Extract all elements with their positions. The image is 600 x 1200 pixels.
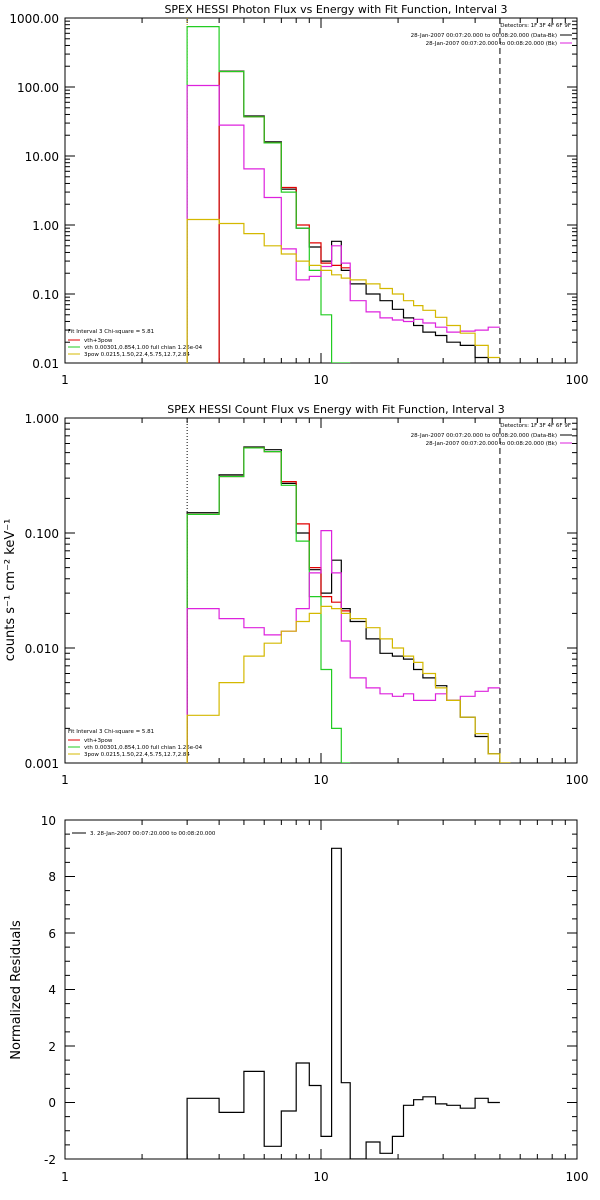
fit-legend-header: Fit Interval 3 Chi-square = 5.81	[68, 329, 154, 335]
panel-count-flux: SPEX HESSI Count Flux vs Energy with Fit…	[3, 403, 588, 787]
y-tick-labels: 1.000 0.100 0.010 0.001	[25, 412, 59, 771]
y-tick-label: 0.10	[32, 288, 59, 302]
series-line-1	[218, 70, 351, 363]
fit-legend-entry: 3pow 0.0215,1.50,22.4,5.75,12.7,2.84	[84, 352, 190, 358]
x-tick-labels: 1 10 100	[61, 773, 588, 787]
info-detectors: Detectors: 1F 3F 4F 6F 9F	[500, 23, 571, 29]
panel-residuals: Normalized Residuals 1 10 100 10 8 6 4 2…	[9, 814, 588, 1184]
y-tick-label: 0.010	[25, 642, 59, 656]
fit-legend-entry: vth 0.00301,0.854,1.00 full chian 1.26e-…	[84, 345, 203, 351]
y-tick-label: 6	[48, 927, 56, 941]
info-detectors: Detectors: 1F 3F 4F 6F 9F	[500, 423, 571, 429]
series-group	[186, 418, 511, 763]
info-bk-interval: 28-Jan-2007 00:07:20.000 to 00:08:20.000…	[426, 41, 557, 47]
x-tick-label: 100	[566, 373, 589, 387]
info-bk-interval: 28-Jan-2007 00:07:20.000 to 00:08:20.000…	[426, 441, 557, 447]
series-line-4	[186, 605, 511, 763]
fit-legend: Fit Interval 3 Chi-square = 5.81 vth+3po…	[68, 329, 203, 358]
info-data-interval: 28-Jan-2007 00:07:20.000 to 00:08:20.000…	[411, 433, 557, 439]
series-line-0	[186, 847, 500, 1159]
y-tick-label: 8	[48, 870, 56, 884]
plot-area	[64, 18, 577, 364]
info-box: Detectors: 1F 3F 4F 6F 9F 28-Jan-2007 00…	[411, 423, 572, 447]
info-data-interval: 28-Jan-2007 00:07:20.000 to 00:08:20.000…	[411, 33, 557, 39]
legend-entry: 3. 28-Jan-2007 00:07:20.000 to 00:08:20.…	[90, 831, 216, 837]
fit-legend: Fit Interval 3 Chi-square = 5.81 vth+3po…	[68, 729, 203, 758]
series-line-3	[186, 84, 500, 363]
y-tick-label: 10.00	[25, 150, 59, 164]
y-tick-label: 0	[48, 1096, 56, 1110]
series-line-0	[186, 446, 511, 763]
y-tick-label: 1.00	[32, 219, 59, 233]
x-tick-label: 1	[61, 373, 69, 387]
x-tick-labels: 1 10 100	[61, 1170, 588, 1184]
x-tick-label: 1	[61, 1170, 69, 1184]
x-tick-label: 100	[566, 773, 589, 787]
y-tick-label: 1.000	[25, 412, 59, 426]
info-box: Detectors: 1F 3F 4F 6F 9F 28-Jan-2007 00…	[411, 23, 572, 47]
y-tick-label: 10	[41, 814, 56, 828]
y-tick-label: 4	[48, 983, 56, 997]
series-line-3	[186, 530, 500, 763]
fit-legend-header: Fit Interval 3 Chi-square = 5.81	[68, 729, 154, 735]
plot-area	[64, 418, 577, 764]
series-group	[186, 847, 500, 1159]
plot-area	[64, 819, 577, 1160]
x-tick-label: 10	[313, 1170, 328, 1184]
y-axis-label: Normalized Residuals	[9, 920, 24, 1060]
x-tick-label: 1	[61, 773, 69, 787]
fit-legend-entry: 3pow 0.0215,1.50,22.4,5.75,12.7,2.84	[84, 752, 190, 758]
series-line-2	[186, 447, 351, 763]
fit-legend-entry: vth+3pow	[84, 338, 113, 344]
y-tick-label: 0.01	[32, 357, 59, 371]
panel-photon-flux: SPEX HESSI Photon Flux vs Energy with Fi…	[9, 3, 588, 387]
y-axis-label: counts s⁻¹ cm⁻² keV⁻¹	[3, 519, 18, 662]
x-tick-label: 10	[313, 373, 328, 387]
x-tick-label: 100	[566, 1170, 589, 1184]
chart-title: SPEX HESSI Count Flux vs Energy with Fit…	[167, 403, 504, 416]
x-tick-label: 10	[313, 773, 328, 787]
series-line-0	[218, 70, 500, 363]
y-tick-labels: 1000.00 100.00 10.00 1.00 0.10 0.01	[9, 12, 59, 371]
fit-legend-entry: vth+3pow	[84, 738, 113, 744]
x-tick-labels: 1 10 100	[61, 373, 588, 387]
y-tick-label: 100.00	[17, 81, 59, 95]
series-line-2	[186, 26, 351, 363]
chart-title: SPEX HESSI Photon Flux vs Energy with Fi…	[164, 3, 507, 16]
residual-legend: 3. 28-Jan-2007 00:07:20.000 to 00:08:20.…	[72, 831, 216, 837]
y-tick-label: 0.001	[25, 757, 59, 771]
y-tick-label: 0.100	[25, 527, 59, 541]
y-tick-labels: 10 8 6 4 2 0 -2	[41, 814, 56, 1167]
series-line-4	[186, 218, 500, 363]
y-tick-label: 1000.00	[9, 12, 59, 26]
y-tick-label: -2	[44, 1153, 56, 1167]
y-tick-label: 2	[48, 1040, 56, 1054]
series-group	[186, 18, 501, 363]
fit-legend-entry: vth 0.00301,0.854,1.00 full chian 1.26e-…	[84, 745, 203, 751]
